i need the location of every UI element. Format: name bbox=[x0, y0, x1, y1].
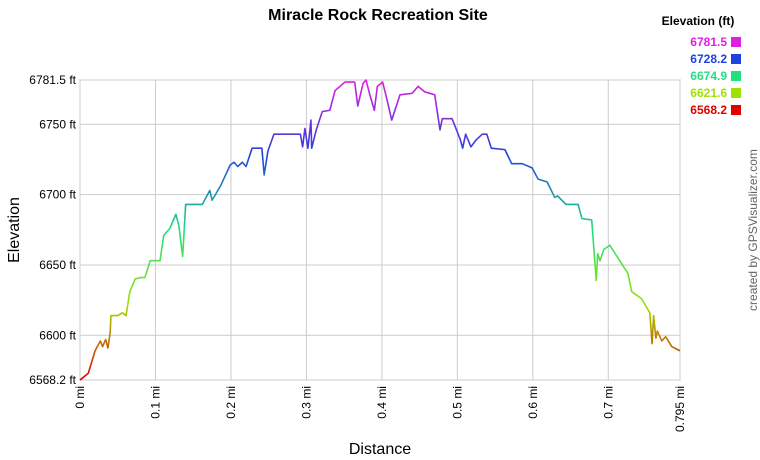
legend-swatch bbox=[731, 105, 741, 115]
legend-swatch bbox=[731, 54, 741, 64]
x-axis-label: Distance bbox=[349, 441, 411, 458]
legend-title: Elevation (ft) bbox=[662, 14, 735, 28]
x-tick-label: 0.4 mi bbox=[375, 386, 389, 419]
y-tick-label: 6750 ft bbox=[39, 117, 76, 131]
y-tick-label: 6650 ft bbox=[39, 258, 76, 272]
x-tick-label: 0.1 mi bbox=[148, 386, 162, 419]
chart-title: Miracle Rock Recreation Site bbox=[268, 7, 488, 24]
legend-swatch bbox=[731, 37, 741, 47]
legend-label: 6674.9 bbox=[690, 69, 727, 83]
credit: created by GPSVisualizer.com bbox=[746, 149, 760, 311]
x-tick-label: 0.7 mi bbox=[601, 386, 615, 419]
y-tick-label: 6700 ft bbox=[39, 188, 76, 202]
legend-swatch bbox=[731, 71, 741, 81]
legend-label: 6568.2 bbox=[690, 103, 727, 117]
y-tick-label: 6781.5 ft bbox=[29, 73, 76, 87]
x-tick-label: 0.6 mi bbox=[526, 386, 540, 419]
x-tick-label: 0.2 mi bbox=[224, 386, 238, 419]
legend-label: 6781.5 bbox=[690, 35, 727, 49]
legend-label: 6621.6 bbox=[690, 86, 727, 100]
legend-label: 6728.2 bbox=[690, 52, 727, 66]
y-axis-label: Elevation bbox=[6, 197, 23, 263]
x-tick-label: 0 mi bbox=[73, 386, 87, 409]
y-tick-label: 6600 ft bbox=[39, 328, 76, 342]
legend-swatch bbox=[731, 88, 741, 98]
x-tick-label: 0.3 mi bbox=[299, 386, 313, 419]
y-tick-label: 6568.2 ft bbox=[29, 373, 76, 387]
x-tick-label: 0.5 mi bbox=[450, 386, 464, 419]
x-tick-label: 0.795 mi bbox=[673, 386, 687, 432]
elevation-line bbox=[79, 79, 681, 381]
